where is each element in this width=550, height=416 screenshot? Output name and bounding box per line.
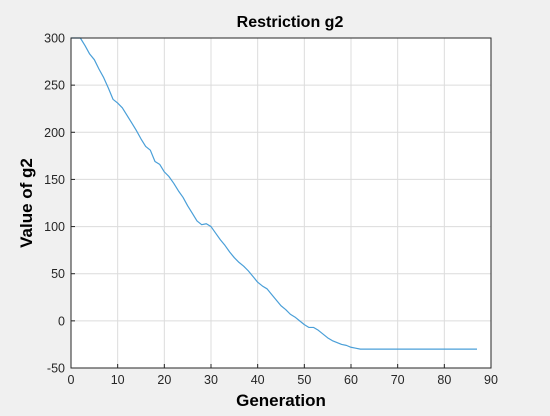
series-line <box>71 37 477 350</box>
x-tick-label: 30 <box>204 373 218 387</box>
plot-frame <box>70 37 492 369</box>
y-tick-label: 250 <box>44 79 65 93</box>
y-tick-label: 200 <box>44 126 65 140</box>
y-tick-label: 300 <box>44 32 65 46</box>
y-tick-label: 50 <box>51 267 65 281</box>
x-tick-label: 10 <box>111 373 125 387</box>
x-tick-label: 90 <box>484 373 498 387</box>
x-tick-label: 70 <box>391 373 405 387</box>
series-layer <box>71 37 477 350</box>
y-axis-label: Value of g2 <box>17 158 36 248</box>
y-tick-label: 100 <box>44 220 65 234</box>
x-axis-label: Generation <box>236 391 326 410</box>
y-tick-label: -50 <box>47 362 65 376</box>
plot-area <box>71 38 491 368</box>
x-tick-label: 20 <box>157 373 171 387</box>
y-tick-label: 150 <box>44 173 65 187</box>
chart-title: Restriction g2 <box>237 14 344 31</box>
x-tick-label: 0 <box>68 373 75 387</box>
x-tick-label: 40 <box>251 373 265 387</box>
x-tick-label: 60 <box>344 373 358 387</box>
x-tick-label: 80 <box>437 373 451 387</box>
y-axis-ticks: -50 0 50 100 150 200 250 300 <box>44 32 75 376</box>
y-tick-label: 0 <box>58 314 65 328</box>
x-tick-label: 50 <box>297 373 311 387</box>
x-axis-ticks: 0 10 20 30 40 50 60 70 80 90 <box>68 364 498 387</box>
